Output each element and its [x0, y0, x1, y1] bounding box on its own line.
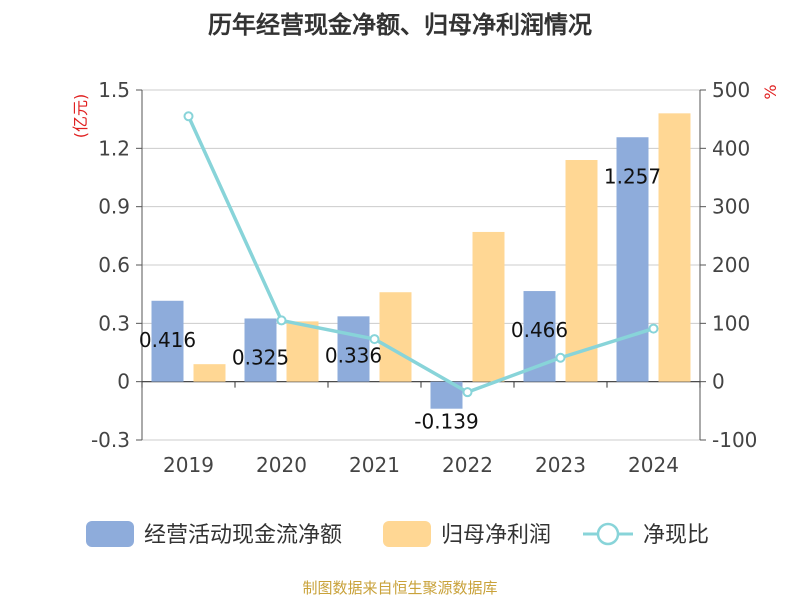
- y-right-tick-label: 0: [712, 370, 725, 394]
- point-ratio-2019: [183, 111, 194, 122]
- y-left-tick-label: -0.3: [91, 428, 130, 452]
- data-label-cashflow-2022: -0.139: [414, 410, 478, 434]
- legend-label-netprofit: 归母净利润: [441, 523, 551, 548]
- legend-swatch-ratio-marker: [596, 522, 620, 546]
- data-labels: 0.416 0.325 0.336 -0.139 0.466 1.257: [139, 164, 661, 433]
- bars: [151, 113, 691, 409]
- legend-swatch-netprofit: [383, 521, 431, 547]
- data-label-cashflow-2020: 0.325: [232, 345, 289, 369]
- point-ratio-2022: [462, 387, 473, 398]
- y-left-unit: (亿元): [71, 94, 90, 139]
- y-left-tick-label: 1.2: [98, 136, 130, 160]
- y-left-tick-label: 0.3: [98, 311, 130, 335]
- chart-title: 历年经营现金净额、归母净利润情况: [208, 11, 592, 39]
- bar-netprofit-2023: [565, 160, 598, 382]
- y-right-tick-label: -100: [712, 428, 757, 452]
- legend-swatch-cashflow: [86, 521, 134, 547]
- x-tick-label: 2022: [442, 453, 493, 477]
- legend: 经营活动现金流净额 归母净利润 净现比: [86, 521, 709, 548]
- bar-netprofit-2024: [658, 113, 691, 382]
- y-left-tick-label: 1.5: [98, 78, 130, 102]
- point-ratio-2021: [369, 334, 380, 345]
- y-right-tick-label: 500: [712, 78, 750, 102]
- y-right-tick-label: 400: [712, 136, 750, 160]
- bar-cashflow-2020: [244, 318, 277, 382]
- legend-label-cashflow: 经营活动现金流净额: [144, 523, 342, 548]
- y-left-tick-label: 0.9: [98, 195, 130, 219]
- point-ratio-2020: [276, 315, 287, 326]
- source-note: 制图数据来自恒生聚源数据库: [302, 579, 497, 597]
- x-tick-label: 2020: [256, 453, 307, 477]
- bar-netprofit-2020: [286, 321, 319, 382]
- legend-label-ratio: 净现比: [643, 523, 709, 548]
- x-tick-label: 2019: [163, 453, 214, 477]
- data-label-cashflow-2023: 0.466: [511, 318, 568, 342]
- data-label-cashflow-2019: 0.416: [139, 328, 196, 352]
- data-label-cashflow-2024: 1.257: [604, 164, 661, 188]
- line-series: [183, 111, 659, 398]
- y-right-tick-label: 200: [712, 253, 750, 277]
- x-tick-label: 2024: [628, 453, 679, 477]
- bar-netprofit-2021: [379, 292, 412, 382]
- bar-cashflow-2019: [151, 300, 184, 382]
- y-right-tick-label: 300: [712, 195, 750, 219]
- y-right-tick-label: 100: [712, 311, 750, 335]
- y-left-tick-label: 0: [117, 370, 130, 394]
- y-right-unit: %: [761, 84, 780, 99]
- point-ratio-2023: [555, 352, 566, 363]
- x-tick-label: 2023: [535, 453, 586, 477]
- y-left-tick-label: 0.6: [98, 253, 130, 277]
- bar-netprofit-2022: [472, 231, 505, 382]
- bar-netprofit-2019: [193, 364, 226, 382]
- point-ratio-2024: [648, 323, 659, 334]
- bar-cashflow-2021: [337, 316, 370, 382]
- data-label-cashflow-2021: 0.336: [325, 343, 382, 367]
- x-tick-label: 2021: [349, 453, 400, 477]
- bar-cashflow-2024: [616, 137, 649, 382]
- line-ratio: [186, 115, 655, 394]
- axes: -0.3 0 0.3 0.6 0.9 1.2 1.5 -100 0 100 200 300 400 500…: [71, 78, 780, 477]
